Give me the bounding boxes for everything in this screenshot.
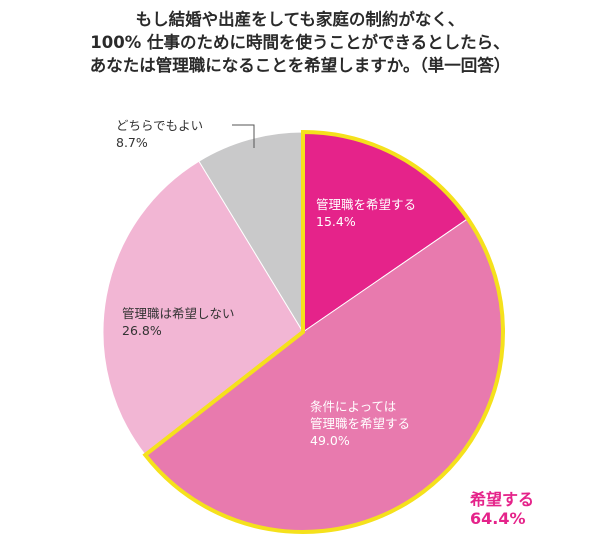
title-line-2: 100% 仕事のために時間を使うことができるとしたら、 — [90, 33, 510, 52]
slice-label-text: 管理職を希望する — [310, 416, 411, 431]
slice-label-want: 管理職を希望する 15.4% — [316, 196, 416, 230]
title-line-3: あなたは管理職になることを希望しますか。（単一回答） — [89, 56, 511, 75]
group-outline — [142, 129, 505, 534]
leader-line — [232, 124, 255, 148]
chart-title: もし結婚や出産をしても家庭の制約がなく、 100% 仕事のために時間を使うことが… — [0, 8, 600, 77]
group-value: 64.4% — [470, 509, 526, 528]
group-label: 希望する — [470, 490, 535, 509]
slice-label-text: どちらでもよい — [116, 118, 204, 133]
title-line-1: もし結婚や出産をしても家庭の制約がなく、 — [135, 10, 465, 29]
pie-slice-2 — [102, 160, 304, 456]
slice-label-text: 条件によっては — [310, 399, 397, 414]
slice-value: 8.7% — [116, 135, 148, 150]
slice-label-text: 管理職を希望する — [316, 197, 417, 212]
pie-slice-3 — [198, 131, 304, 334]
slice-label-either: どちらでもよい 8.7% — [116, 117, 203, 151]
group-annotation: 希望する 64.4% — [470, 490, 534, 528]
slice-value: 15.4% — [316, 214, 356, 229]
slice-value: 26.8% — [122, 323, 162, 338]
slice-label-not-want: 管理職は希望しない 26.8% — [122, 305, 235, 339]
slice-label-text: 管理職は希望しない — [122, 306, 235, 321]
slice-label-conditional: 条件によっては 管理職を希望する 49.0% — [310, 398, 410, 449]
slice-value: 49.0% — [310, 433, 350, 448]
